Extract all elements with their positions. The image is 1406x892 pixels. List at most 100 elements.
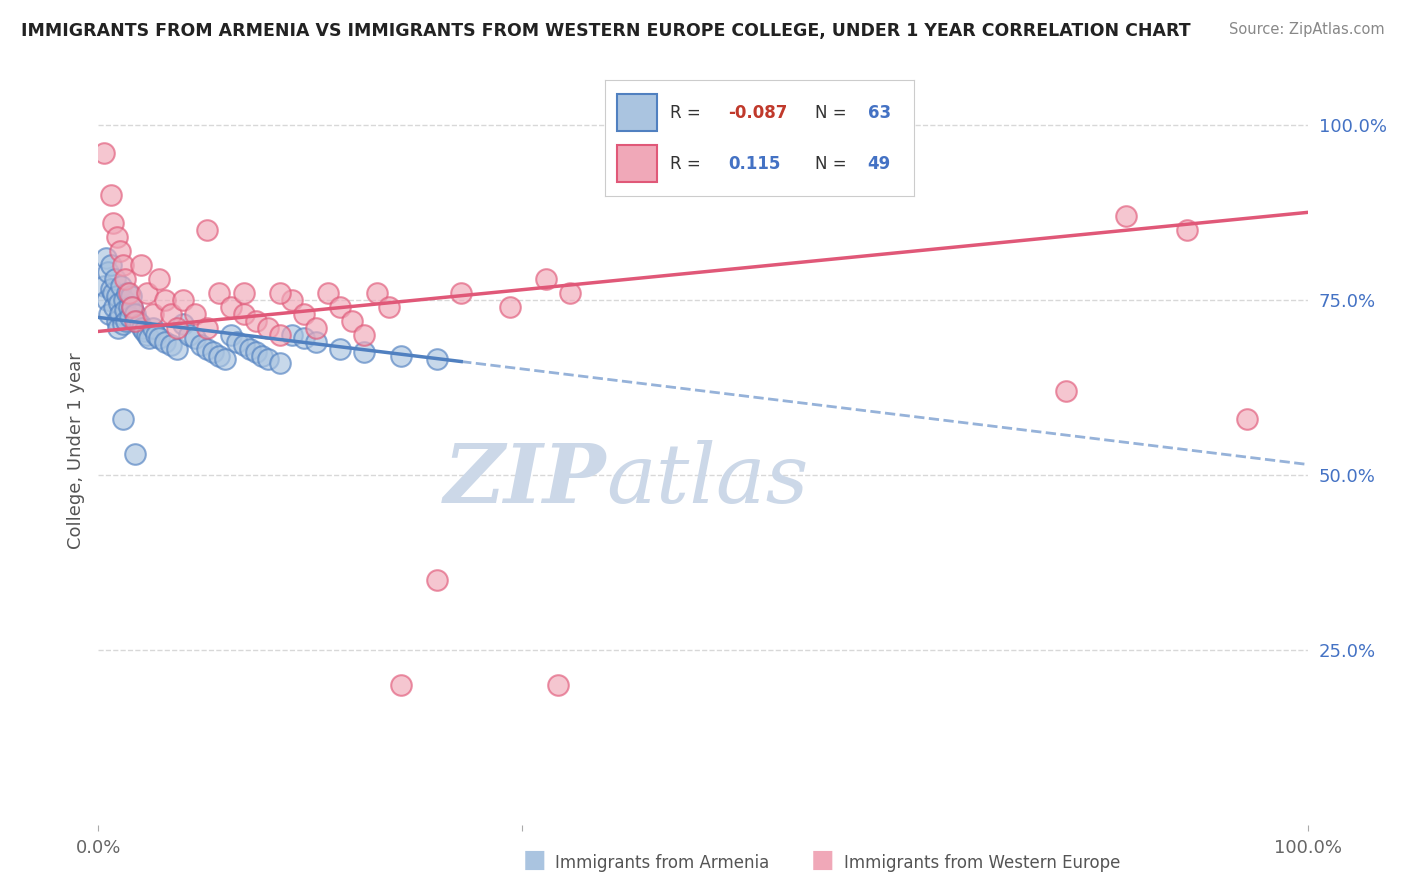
Point [148, 272, 170, 286]
Point [377, 300, 399, 314]
Point [128, 318, 150, 332]
Point [172, 293, 194, 307]
Point [208, 349, 231, 363]
Text: IMMIGRANTS FROM ARMENIA VS IMMIGRANTS FROM WESTERN EUROPE COLLEGE, UNDER 1 YEAR : IMMIGRANTS FROM ARMENIA VS IMMIGRANTS FR… [21, 22, 1191, 40]
Point [292, 307, 315, 321]
Point [1054, 384, 1077, 398]
Point [389, 349, 412, 363]
Point [93, 279, 115, 293]
Point [179, 327, 201, 342]
Point [184, 307, 207, 321]
Point [142, 307, 165, 321]
Point [221, 300, 243, 314]
Point [120, 289, 142, 303]
Text: ZIP: ZIP [444, 441, 606, 520]
Point [232, 285, 254, 300]
Point [153, 334, 176, 349]
Point [245, 345, 267, 359]
Point [195, 321, 218, 335]
Point [111, 258, 134, 272]
Point [166, 321, 188, 335]
Point [105, 289, 128, 303]
Point [353, 345, 375, 359]
Point [195, 342, 218, 356]
Point [221, 327, 243, 342]
Point [1236, 412, 1258, 426]
Point [245, 314, 267, 328]
Point [269, 327, 291, 342]
Point [202, 345, 225, 359]
Point [98, 307, 121, 321]
Point [96, 293, 118, 307]
Point [121, 300, 143, 314]
Point [108, 244, 131, 258]
Point [250, 349, 273, 363]
Point [111, 412, 134, 426]
Point [232, 338, 254, 352]
Text: R =: R = [669, 155, 706, 173]
Point [100, 282, 122, 296]
Point [305, 321, 328, 335]
Point [93, 145, 115, 160]
Point [256, 321, 278, 335]
Point [134, 325, 156, 339]
Point [226, 334, 249, 349]
Point [153, 293, 176, 307]
Point [208, 285, 231, 300]
Point [110, 279, 132, 293]
Point [142, 321, 165, 335]
Point [135, 327, 157, 342]
Point [121, 300, 143, 314]
Point [534, 272, 557, 286]
Point [1175, 223, 1198, 237]
Text: 0.115: 0.115 [728, 155, 780, 173]
Text: 49: 49 [868, 155, 891, 173]
Point [124, 447, 146, 461]
Point [138, 331, 160, 345]
Point [558, 285, 581, 300]
Point [281, 327, 304, 342]
Point [100, 187, 122, 202]
Point [127, 314, 149, 328]
Point [184, 331, 207, 345]
Point [118, 300, 141, 314]
Point [111, 318, 134, 332]
Point [108, 307, 131, 321]
Bar [617, 145, 657, 182]
Point [342, 314, 364, 328]
Text: N =: N = [815, 103, 852, 121]
Point [117, 285, 139, 300]
Point [166, 342, 188, 356]
Point [269, 356, 291, 370]
Point [426, 573, 449, 587]
Point [131, 321, 153, 335]
Point [124, 314, 146, 328]
Point [148, 331, 170, 345]
Text: atlas: atlas [606, 441, 808, 520]
Text: Immigrants from Armenia: Immigrants from Armenia [555, 855, 769, 872]
Point [135, 285, 157, 300]
Text: Source: ZipAtlas.com: Source: ZipAtlas.com [1229, 22, 1385, 37]
Bar [617, 95, 657, 131]
Point [1115, 209, 1137, 223]
Point [195, 223, 218, 237]
Point [100, 258, 122, 272]
Text: -0.087: -0.087 [728, 103, 787, 121]
Point [103, 300, 125, 314]
Point [104, 272, 127, 286]
Point [145, 327, 167, 342]
Point [114, 272, 136, 286]
Point [232, 307, 254, 321]
Point [112, 293, 135, 307]
Point [160, 338, 183, 352]
Point [316, 285, 339, 300]
Point [498, 300, 520, 314]
Point [389, 678, 412, 692]
Point [329, 300, 352, 314]
Point [94, 251, 117, 265]
Point [97, 265, 120, 279]
Text: Immigrants from Western Europe: Immigrants from Western Europe [844, 855, 1121, 872]
Point [329, 342, 352, 356]
Point [239, 342, 262, 356]
Text: ■: ■ [523, 848, 546, 872]
